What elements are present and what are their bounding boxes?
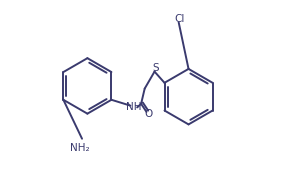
Text: Cl: Cl xyxy=(174,14,185,24)
Text: S: S xyxy=(152,63,159,73)
Text: NH: NH xyxy=(126,102,142,112)
Text: NH₂: NH₂ xyxy=(70,143,89,153)
Text: O: O xyxy=(144,109,153,119)
